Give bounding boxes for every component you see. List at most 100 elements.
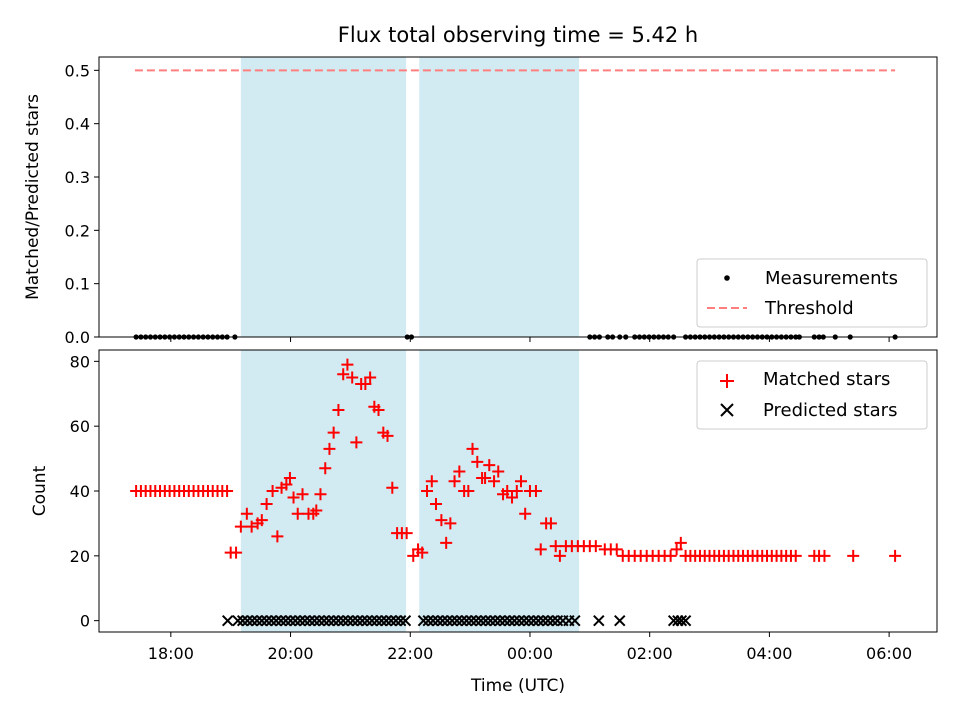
legend-threshold-label: Threshold: [764, 298, 854, 319]
matched-star-point: [310, 504, 323, 517]
predicted-star-point: [417, 614, 430, 627]
top-y-ticks: 0.0 0.1 0.2 0.3 0.4 0.5: [65, 61, 99, 347]
top-y-tick-label: 0.3: [65, 168, 90, 187]
top-y-axis-label: Matched/Predicted stars: [23, 94, 43, 300]
matched-star-point: [323, 442, 336, 455]
predicted-star-point: [679, 614, 692, 627]
predicted-star-point: [422, 614, 434, 627]
top-y-tick-label: 0.4: [65, 115, 90, 134]
matched-star-point: [314, 488, 327, 501]
matched-star-point: [407, 549, 420, 562]
predicted-star-point: [366, 614, 378, 627]
matched-star-point: [287, 491, 300, 504]
predicted-star-point: [547, 614, 559, 627]
matched-star-point: [337, 368, 350, 381]
predicted-star-point: [446, 614, 458, 627]
matched-star-point: [400, 527, 413, 540]
matched-star-point: [421, 485, 434, 497]
predicted-star-point: [294, 614, 306, 627]
x-tick-label: 02:00: [627, 644, 673, 663]
bottom-shaded-intervals: [240, 350, 580, 632]
matched-star-point: [346, 371, 359, 384]
matched-stars-points: [130, 358, 902, 562]
predicted-star-point: [337, 614, 349, 627]
predicted-star-point: [436, 614, 449, 627]
matched-star-point: [230, 546, 243, 559]
matched-star-point: [483, 459, 496, 472]
predicted-star-point: [675, 614, 688, 627]
predicted-star-point: [371, 614, 383, 627]
predicted-star-point: [508, 614, 521, 627]
predicted-star-point: [318, 614, 330, 627]
predicted-star-point: [299, 614, 311, 627]
matched-star-point: [341, 358, 354, 371]
top-x-ticks: [170, 337, 890, 342]
matched-star-point: [416, 546, 429, 559]
predicted-star-point: [289, 614, 302, 627]
predicted-star-point: [394, 614, 407, 627]
predicted-star-point: [518, 614, 530, 627]
bottom-shaded-interval-1: [240, 350, 407, 632]
matched-star-point: [471, 455, 484, 468]
predicted-star-point: [427, 614, 439, 627]
matched-star-point: [789, 549, 802, 562]
predicted-star-point: [236, 614, 249, 627]
predicted-star-point: [479, 614, 492, 627]
predicted-star-point: [323, 614, 335, 627]
top-plot-frame: [98, 56, 938, 338]
predicted-star-point: [351, 614, 364, 627]
predicted-star-point: [356, 614, 369, 627]
predicted-star-point: [569, 614, 581, 627]
predicted-star-point: [470, 614, 482, 627]
predicted-star-point: [489, 614, 501, 627]
legend-matched-label: Matched stars: [763, 369, 890, 390]
matched-star-point: [240, 507, 253, 520]
bottom-shaded-interval-2: [419, 350, 580, 632]
bottom-legend-box: [696, 360, 928, 430]
matched-star-point: [429, 497, 442, 510]
legend-predicted-label: Predicted stars: [763, 400, 897, 421]
matched-star-point: [670, 543, 683, 556]
matched-star-point: [234, 520, 247, 533]
predicted-star-point: [347, 614, 359, 627]
predicted-star-point: [532, 614, 545, 627]
top-y-tick-label: 0.1: [65, 275, 90, 294]
predicted-star-point: [342, 614, 354, 627]
legend-measurements-marker: [724, 275, 730, 281]
predicted-star-point: [451, 614, 463, 627]
top-y-tick-label: 0.0: [65, 328, 90, 347]
matched-star-point: [544, 517, 557, 530]
predicted-star-point: [456, 614, 468, 627]
predicted-star-point: [385, 614, 397, 627]
predicted-star-point: [327, 614, 340, 627]
predicted-star-point: [280, 614, 292, 627]
top-y-tick-label: 0.5: [65, 61, 90, 80]
predicted-star-point: [284, 614, 297, 627]
x-axis-label: Time (UTC): [470, 676, 565, 696]
predicted-star-point: [375, 614, 388, 627]
bottom-y-tick-label: 40: [70, 482, 90, 501]
top-legend: Measurements Threshold: [696, 258, 928, 328]
predicted-star-point: [399, 614, 412, 627]
predicted-star-point: [361, 614, 373, 627]
matched-star-point: [327, 426, 340, 439]
matched-star-point: [444, 517, 457, 530]
matched-star-point: [291, 507, 304, 520]
predicted-star-point: [441, 614, 454, 627]
bottom-y-tick-label: 60: [70, 417, 90, 436]
predicted-star-point: [256, 614, 268, 627]
matched-star-point: [510, 485, 523, 497]
top-legend-box: [696, 258, 928, 328]
predicted-star-point: [232, 614, 244, 627]
predicted-star-point: [527, 614, 540, 627]
predicted-star-point: [503, 614, 516, 627]
matched-star-point: [506, 491, 519, 504]
matched-star-point: [364, 371, 377, 384]
bottom-y-ticks: 0 20 40 60 80: [70, 352, 99, 631]
predicted-star-point: [303, 614, 316, 627]
x-tick-label: 22:00: [387, 644, 433, 663]
matched-star-point: [255, 514, 268, 527]
matched-star-point: [529, 485, 542, 497]
matched-star-point: [514, 475, 527, 488]
predicted-star-point: [221, 614, 234, 627]
